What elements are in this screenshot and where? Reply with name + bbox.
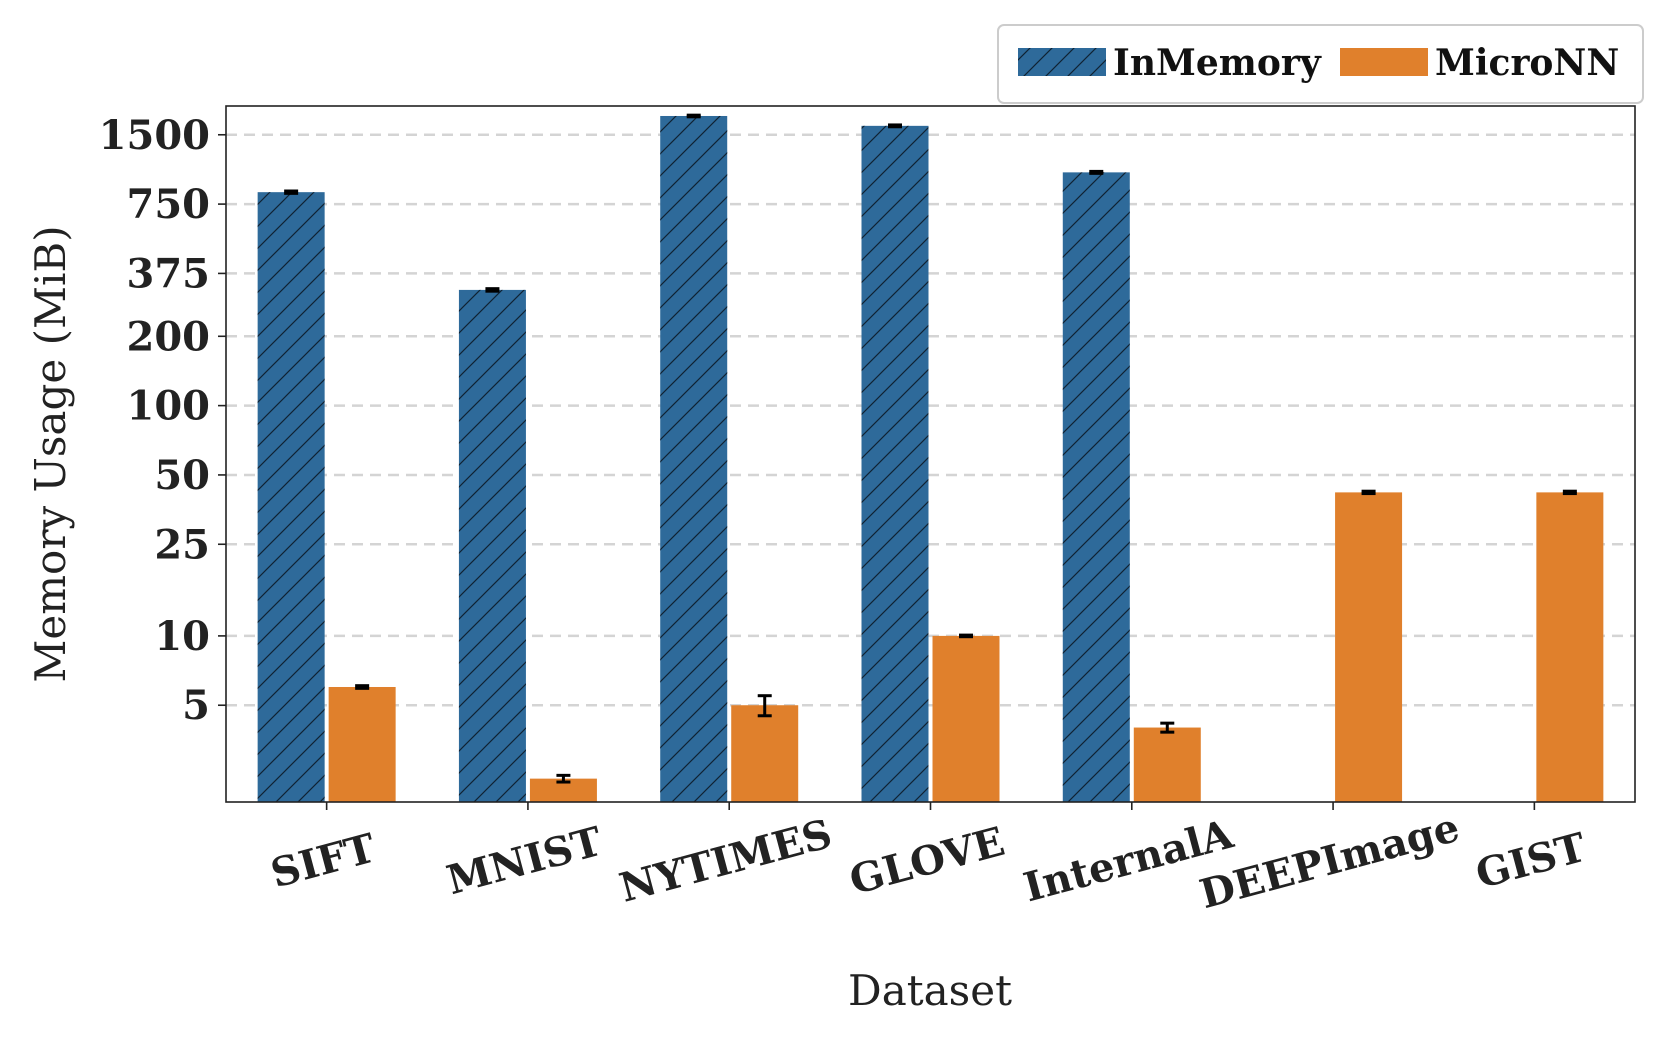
y-tick-label-25: 25 [154, 521, 210, 568]
y-axis-ticks: 5 10 25 50 100 200 375 750 1500 [99, 112, 226, 729]
legend-swatch-hatch [1018, 48, 1106, 76]
y-tick-label-50: 50 [154, 452, 210, 499]
bar-micronn-gist [1536, 492, 1604, 802]
bars [257, 115, 1604, 803]
x-tick-label-nytimes: NYTIMES [615, 810, 837, 912]
x-tick-label-glove: GLOVE [845, 818, 1010, 904]
bar-micronn-nytimes [731, 705, 799, 802]
plot-frame [225, 105, 1636, 803]
y-tick-label-10: 10 [154, 613, 210, 660]
x-axis-title: Dataset [848, 966, 1012, 1015]
bar-micronn-sift [328, 686, 396, 802]
grid-lines [226, 133, 1635, 707]
y-tick-label-200: 200 [127, 313, 211, 360]
legend-frame [997, 24, 1644, 104]
y-axis-title: Memory Usage (MiB) [26, 225, 75, 682]
bar-micronn-glove [932, 635, 1000, 802]
bar-hatch-inmemory-mnist [458, 289, 526, 802]
bar-hatch-inmemory-glove [861, 125, 929, 803]
bar-hatch-inmemory-internala [1062, 172, 1130, 802]
legend-swatch-micronn [1340, 48, 1428, 76]
x-tick-label-gist: GIST [1471, 824, 1591, 898]
legend-label-micronn: MicroNN [1435, 42, 1619, 84]
x-tick-label-mnist: MNIST [442, 818, 607, 904]
bar-hatch-inmemory-sift [257, 192, 325, 803]
x-tick-label-deepimage: DEEPImage [1195, 804, 1464, 918]
legend: InMemory MicroNN [997, 24, 1644, 104]
bar-hatch-inmemory-nytimes [660, 115, 728, 802]
bar-micronn-deepimage [1335, 492, 1403, 802]
bar-micronn-internala [1133, 727, 1201, 802]
y-tick-label-750: 750 [127, 181, 211, 228]
y-tick-label-1500: 1500 [99, 112, 210, 159]
y-tick-label-5: 5 [182, 682, 210, 729]
y-tick-label-100: 100 [127, 383, 211, 430]
x-tick-label-sift: SIFT [266, 825, 381, 898]
y-tick-label-375: 375 [127, 250, 211, 297]
bar-micronn-mnist [529, 778, 597, 802]
legend-label-inmemory: InMemory [1113, 42, 1322, 84]
error-bars [284, 113, 1577, 784]
